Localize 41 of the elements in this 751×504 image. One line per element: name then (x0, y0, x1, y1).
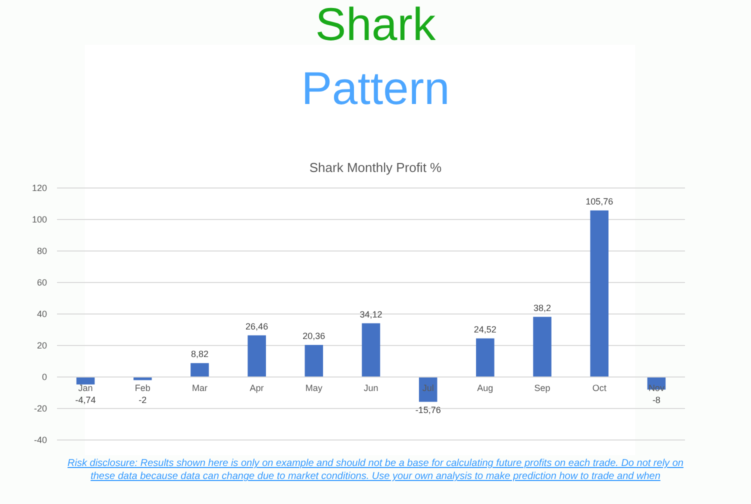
y-tick-label: 0 (42, 372, 47, 382)
data-label: 20,36 (302, 330, 326, 341)
y-tick-label: 40 (36, 309, 47, 320)
x-tick-label: May (305, 383, 323, 393)
bar (304, 344, 324, 377)
bar (590, 210, 608, 377)
data-label: -15,76 (415, 404, 441, 415)
text: Risk disclosure: Results shown here is only on example and should not be a base for calculating future profits on each trade. Do not rely on these data because data can change due to market conditions. Use your own analysis to make prediction how to trade and when (68, 458, 684, 482)
chart-title: Shark Pattern (301, 0, 450, 114)
x-tick-label: Feb (134, 383, 150, 393)
bar (362, 323, 380, 377)
data-label: -4,74 (75, 395, 96, 405)
data-label: 34,12 (360, 309, 382, 320)
y-tick-label: 80 (36, 246, 47, 256)
x-tick-label: Sep (534, 383, 550, 393)
bar (190, 363, 209, 377)
y-tick-label: 120 (32, 183, 47, 194)
x-tick-label: Oct (592, 383, 607, 393)
y-tick-label: 60 (36, 278, 47, 288)
x-tick-label: Aug (477, 383, 494, 393)
chart-subtitle: Shark Monthly Profit % (309, 160, 442, 175)
bar (476, 338, 494, 377)
y-tick-label: 20 (36, 340, 47, 351)
y-tick-label: 100 (32, 214, 47, 225)
x-tick-label: Jan (78, 383, 93, 393)
bar (533, 316, 552, 377)
x-tick-label: Mar (192, 383, 208, 393)
data-label: 105,76 (586, 196, 614, 206)
x-tick-label: Apr (250, 383, 264, 393)
y-tick-label: -40 (34, 435, 47, 446)
bar (248, 335, 266, 377)
data-label: 26,46 (246, 321, 268, 332)
data-label: 38,2 (534, 302, 552, 313)
data-label: -8 (652, 395, 660, 405)
x-tick-label: Jul (422, 383, 434, 393)
data-label: 24,52 (474, 324, 496, 334)
bar (76, 377, 95, 384)
x-tick-label: Jun (364, 383, 378, 393)
data-label: 8,82 (190, 349, 208, 360)
data-label: -2 (138, 395, 147, 405)
y-tick-label: -20 (34, 404, 47, 414)
